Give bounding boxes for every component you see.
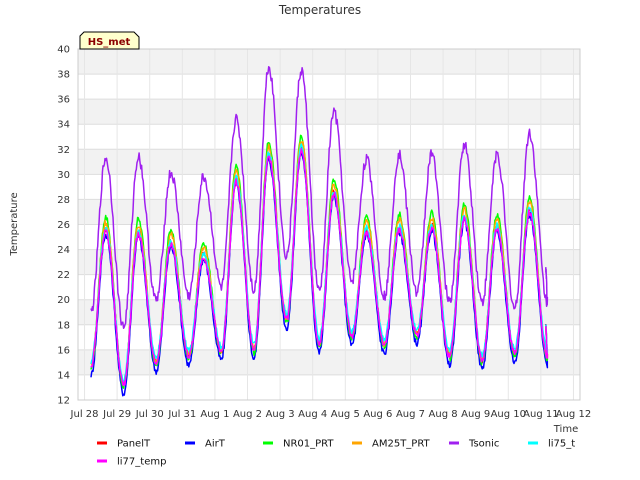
x-tick-label: Aug 2 <box>233 409 262 420</box>
y-tick-label: 34 <box>57 120 70 131</box>
x-tick-label: Aug 11 <box>523 409 558 420</box>
x-tick-label: Jul 28 <box>70 409 99 420</box>
x-tick-label: Aug 7 <box>396 409 425 420</box>
station-badge-label: HS_met <box>88 37 131 48</box>
station-badge: HS_met <box>79 31 140 50</box>
x-tick-label: Aug 4 <box>298 409 327 420</box>
station-badge-shape <box>79 31 140 50</box>
y-tick-label: 28 <box>57 195 70 206</box>
chart-title: Temperatures <box>278 3 361 17</box>
x-tick-label: Jul 31 <box>167 409 196 420</box>
plot-frame <box>77 48 581 401</box>
plot-band <box>78 349 580 375</box>
y-tick-label: 12 <box>57 396 70 407</box>
series-layer <box>90 66 549 397</box>
legend-label: AirT <box>205 439 226 450</box>
y-tick-label: 40 <box>57 45 70 56</box>
y-tick-label: 16 <box>57 345 70 356</box>
legend-label: AM25T_PRT <box>372 439 431 450</box>
plot-band <box>78 49 580 75</box>
series-line-li77_temp <box>90 148 549 387</box>
y-axis-title: Temperature <box>9 192 20 256</box>
plot-band <box>78 299 580 325</box>
y-tick-label: 18 <box>57 320 70 331</box>
x-tick-label: Jul 30 <box>135 409 164 420</box>
y-tick-label: 26 <box>57 220 70 231</box>
y-tick-label: 36 <box>57 95 70 106</box>
legend-label: li77_temp <box>117 457 166 468</box>
y-tick-label: 24 <box>57 245 70 256</box>
legend: PanelT AirT NR01_PRT AM25T_PRT Tsonic li75_tl… <box>97 439 575 468</box>
legend-label: li75_t <box>548 439 575 450</box>
legend-label: PanelT <box>117 439 151 450</box>
y-tick-label: 30 <box>57 170 70 181</box>
y-tick-labels: 12 14 16 18 20 22 24 26 28 30 32 34 36 38 40 <box>57 45 70 407</box>
y-tick-label: 14 <box>57 370 70 381</box>
y-tick-label: 20 <box>57 295 70 306</box>
x-tick-label: Aug 12 <box>556 409 591 420</box>
y-tick-label: 38 <box>57 70 70 81</box>
legend-label: NR01_PRT <box>283 439 334 450</box>
legend-label: Tsonic <box>468 439 499 450</box>
y-tick-label: 32 <box>57 145 70 156</box>
x-tick-label: Aug 1 <box>200 409 229 420</box>
plot-band <box>78 99 580 125</box>
x-tick-label: Jul 29 <box>102 409 131 420</box>
y-tick-label: 22 <box>57 270 70 281</box>
x-axis-title: Time <box>553 424 578 435</box>
x-tick-label: Aug 3 <box>266 409 295 420</box>
x-tick-label: Aug 6 <box>363 409 392 420</box>
x-tick-label: Aug 10 <box>491 409 526 420</box>
series-line-tsonic <box>90 66 549 330</box>
x-tick-label: Aug 5 <box>331 409 360 420</box>
x-tick-label: Aug 9 <box>461 409 490 420</box>
x-tick-label: Aug 8 <box>429 409 458 420</box>
